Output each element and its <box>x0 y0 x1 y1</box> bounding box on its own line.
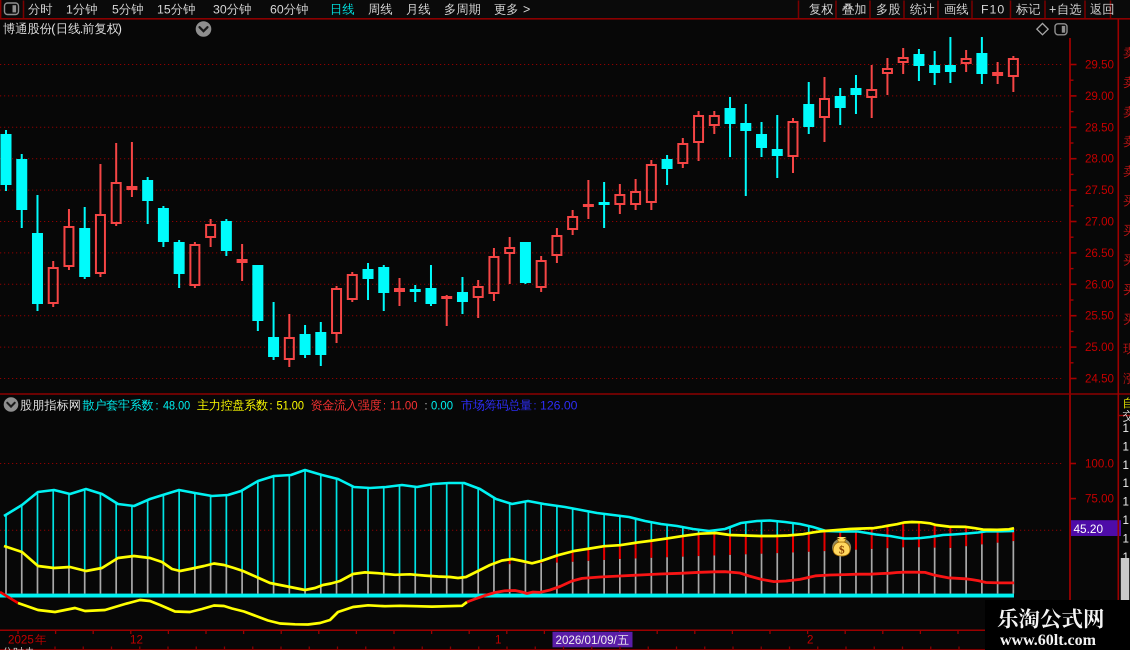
svg-text:0: 0 <box>277 3 284 17</box>
svg-text:29.00: 29.00 <box>1085 90 1114 103</box>
svg-text:28.00: 28.00 <box>1085 153 1114 166</box>
svg-text:1: 1 <box>1123 532 1129 545</box>
svg-text:2026/01/09/: 2026/01/09/ <box>556 634 618 647</box>
svg-text:1: 1 <box>1123 477 1129 490</box>
svg-text:>: > <box>523 3 530 17</box>
svg-text:48.00: 48.00 <box>163 400 190 412</box>
svg-text:12: 12 <box>130 634 143 647</box>
svg-text:): ) <box>118 22 122 36</box>
svg-text:1: 1 <box>1123 496 1129 509</box>
svg-text:5: 5 <box>112 3 119 17</box>
svg-text:1: 1 <box>66 3 73 17</box>
svg-text:27.00: 27.00 <box>1085 216 1114 229</box>
svg-text:.: . <box>80 22 83 36</box>
svg-text::: : <box>425 400 428 412</box>
svg-text:1: 1 <box>157 3 164 17</box>
svg-text:75.00: 75.00 <box>1085 493 1114 506</box>
svg-text:1: 1 <box>1123 459 1129 472</box>
svg-text:2025: 2025 <box>8 634 34 647</box>
svg-text:25.00: 25.00 <box>1085 341 1114 354</box>
svg-text:F10: F10 <box>981 3 1005 17</box>
svg-text::: : <box>383 400 386 412</box>
svg-text:3: 3 <box>213 3 220 17</box>
svg-text:+: + <box>1049 2 1056 16</box>
svg-text::: : <box>270 400 273 412</box>
svg-text:11.00: 11.00 <box>390 400 418 412</box>
svg-text:$: $ <box>839 543 845 556</box>
svg-text:6: 6 <box>270 3 277 17</box>
svg-text::: : <box>534 400 537 412</box>
svg-text:www.60lt.com: www.60lt.com <box>1000 632 1097 649</box>
svg-text:1: 1 <box>495 634 501 647</box>
svg-text:1: 1 <box>1123 514 1129 527</box>
svg-text:0.00: 0.00 <box>431 400 453 412</box>
svg-text:1: 1 <box>1123 440 1129 453</box>
svg-text:1: 1 <box>1123 551 1129 564</box>
svg-text:45.20: 45.20 <box>1074 522 1104 536</box>
svg-text:28.50: 28.50 <box>1085 121 1114 134</box>
svg-text:26.00: 26.00 <box>1085 278 1114 291</box>
svg-text:2: 2 <box>807 634 813 647</box>
svg-text:100.0: 100.0 <box>1085 458 1114 471</box>
svg-text:27.50: 27.50 <box>1085 184 1114 197</box>
svg-text:26.50: 26.50 <box>1085 247 1114 260</box>
svg-text:24.50: 24.50 <box>1085 373 1114 386</box>
svg-text:5: 5 <box>164 3 171 17</box>
svg-text:126.00: 126.00 <box>540 400 578 412</box>
svg-text:25.50: 25.50 <box>1085 310 1114 323</box>
svg-text::: : <box>156 400 159 412</box>
svg-text:51.00: 51.00 <box>277 400 305 412</box>
svg-text:29.50: 29.50 <box>1085 59 1114 72</box>
svg-text:(: ( <box>51 22 56 36</box>
svg-text:1: 1 <box>1123 422 1129 435</box>
svg-text:0: 0 <box>220 3 227 17</box>
